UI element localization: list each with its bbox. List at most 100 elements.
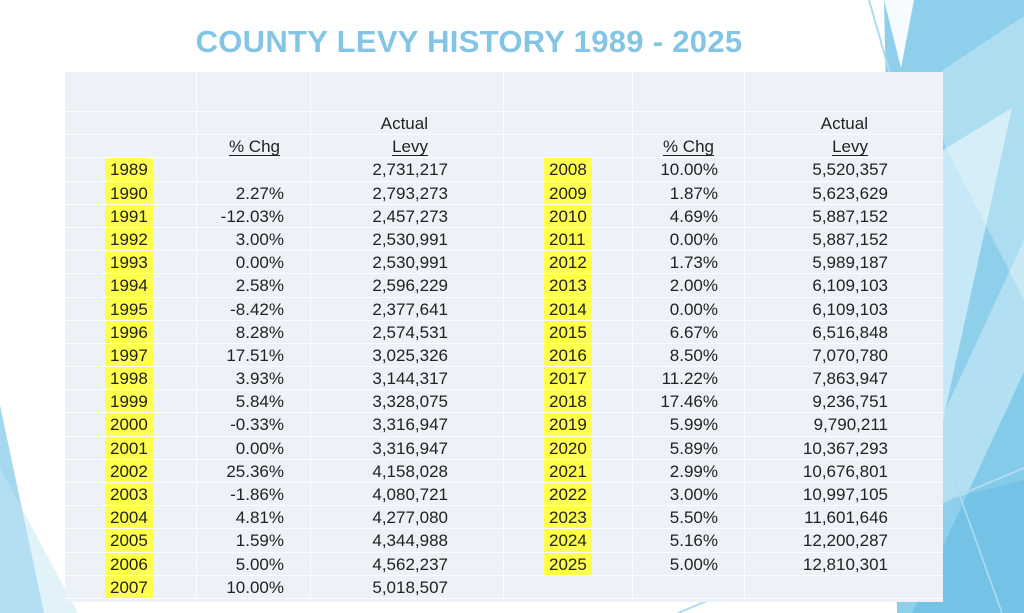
levy-value: 4,344,988 xyxy=(311,529,504,553)
year-cell: 1989 xyxy=(65,158,197,182)
year-highlight: 2011 xyxy=(544,227,591,251)
year-cell: 2022 xyxy=(504,483,633,507)
pct-chg-value: 2.99% xyxy=(633,459,745,483)
year-cell: 2005 xyxy=(65,529,197,553)
year-highlight: 1991 xyxy=(105,204,153,227)
levy-value: 10,367,293 xyxy=(745,437,943,460)
pct-chg-value: 4.69% xyxy=(633,204,745,228)
pct-chg-value: 25.36% xyxy=(197,459,311,483)
year-cell: 2001 xyxy=(65,436,197,460)
levy-value: 3,144,317 xyxy=(311,367,504,391)
year-cell: 2020 xyxy=(504,436,633,460)
year-highlight: 1992 xyxy=(105,227,153,251)
year-cell: 2024 xyxy=(504,529,633,553)
pct-chg-value: 17.46% xyxy=(633,390,745,414)
actual-header: Actual xyxy=(745,112,943,136)
pct-chg-value: 5.00% xyxy=(197,552,311,576)
year-highlight: 2002 xyxy=(105,459,153,482)
pct-chg-value: 0.00% xyxy=(633,297,745,321)
pct-chg-value: 5.99% xyxy=(633,413,745,437)
year-cell: 1990 xyxy=(65,181,197,205)
pct-chg-value: 2.00% xyxy=(633,274,745,298)
year-cell: 2002 xyxy=(65,459,197,483)
pct-chg-value: 5.50% xyxy=(633,506,745,530)
spacer-cell xyxy=(633,72,745,112)
pct-chg-value: 3.93% xyxy=(197,367,311,391)
levy-value: 2,530,991 xyxy=(311,227,504,252)
spacer-cell xyxy=(65,112,197,136)
year-highlight: 1997 xyxy=(105,343,153,367)
year-highlight: 1994 xyxy=(105,274,153,297)
year-cell: 2023 xyxy=(504,506,633,530)
pct-chg-value: 1.73% xyxy=(633,251,745,275)
spacer-cell xyxy=(197,72,311,112)
pct-chg-value: 3.00% xyxy=(197,227,311,252)
corner-triangles-bottom-left xyxy=(0,405,78,613)
year-cell: 2008 xyxy=(504,158,633,182)
levy-value: 10,676,801 xyxy=(745,460,943,483)
year-highlight: 1990 xyxy=(105,181,153,204)
levy-value: 2,530,991 xyxy=(311,251,504,275)
pct-chg-value: 5.16% xyxy=(633,529,745,553)
year-highlight: 2015 xyxy=(544,320,592,343)
year-cell: 1998 xyxy=(65,367,197,391)
levy-value: 3,316,947 xyxy=(311,413,504,437)
levy-value: 12,200,287 xyxy=(745,529,943,553)
year-cell: 2016 xyxy=(504,343,633,368)
year-highlight: 2012 xyxy=(544,251,592,274)
levy-value: 2,731,217 xyxy=(311,158,504,182)
pct-chg-value: -12.03% xyxy=(197,204,311,228)
year-highlight: 2001 xyxy=(105,436,153,459)
year-cell: 2010 xyxy=(504,204,633,228)
year-cell: 2009 xyxy=(504,181,633,205)
year-cell: 1992 xyxy=(65,227,197,252)
year-highlight: 2000 xyxy=(105,413,153,436)
year-cell: 2017 xyxy=(504,367,633,391)
levy-value: 4,277,080 xyxy=(311,506,504,530)
year-cell: 1996 xyxy=(65,320,197,344)
year-cell: 2015 xyxy=(504,320,633,344)
year-highlight: 1998 xyxy=(105,367,153,390)
levy-value: 5,018,507 xyxy=(311,575,504,599)
year-cell: 2000 xyxy=(65,413,197,437)
year-highlight: 1995 xyxy=(105,297,153,320)
pct-chg-value: 17.51% xyxy=(197,343,311,368)
year-highlight: 1996 xyxy=(105,320,153,343)
spacer-cell xyxy=(65,135,197,159)
levy-value: 2,377,641 xyxy=(311,297,504,321)
levy-value: 9,790,211 xyxy=(745,413,943,437)
year-highlight: 2003 xyxy=(105,483,153,506)
year-cell: 2019 xyxy=(504,413,633,437)
year-highlight: 1989 xyxy=(105,158,153,181)
year-highlight: 2010 xyxy=(544,204,592,227)
year-cell: 2012 xyxy=(504,251,633,275)
year-cell: 2006 xyxy=(65,552,197,576)
levy-value: 4,562,237 xyxy=(311,552,504,576)
levy-header: Levy xyxy=(311,135,504,159)
levy-value: 6,109,103 xyxy=(745,274,943,298)
year-highlight: 2022 xyxy=(544,483,592,506)
spacer-cell xyxy=(633,112,745,136)
year-highlight: 2023 xyxy=(544,506,592,529)
year-highlight: 2014 xyxy=(544,297,592,320)
pct-chg-value: 0.00% xyxy=(633,227,745,252)
levy-value: 2,596,229 xyxy=(311,274,504,298)
year-highlight: 2004 xyxy=(105,506,153,529)
year-cell: 2003 xyxy=(65,483,197,507)
pct-chg-value: 0.00% xyxy=(197,251,311,275)
levy-value: 9,236,751 xyxy=(745,390,943,414)
pct-chg-value: 2.58% xyxy=(197,274,311,298)
year-cell: 2021 xyxy=(504,459,633,483)
levy-value: 3,025,326 xyxy=(311,343,504,368)
levy-value: 10,997,105 xyxy=(745,483,943,507)
spacer-cell xyxy=(504,112,633,136)
levy-value: 5,520,357 xyxy=(745,158,943,182)
actual-header: Actual xyxy=(311,112,504,136)
levy-value: 6,109,103 xyxy=(745,298,943,321)
pct-chg-value: 3.00% xyxy=(633,483,745,507)
spacer-cell xyxy=(504,135,633,159)
pct-chg-value: 1.59% xyxy=(197,529,311,553)
year-cell: 2004 xyxy=(65,506,197,530)
year-highlight: 2013 xyxy=(544,274,592,297)
